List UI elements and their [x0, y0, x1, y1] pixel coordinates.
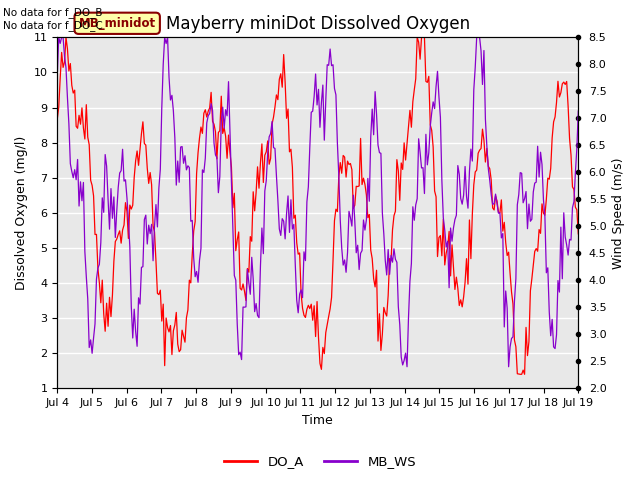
- DO_A: [516, 372, 524, 377]
- DO_A: [575, 231, 582, 237]
- DO_A: [62, 35, 70, 40]
- MB_WS: [236, 349, 244, 355]
- DO_A: [283, 115, 291, 121]
- MB_WS: [119, 146, 127, 152]
- MB_WS: [548, 316, 556, 322]
- MB_WS: [55, 35, 63, 40]
- MB_WS: [53, 72, 61, 78]
- MB_WS: [403, 364, 411, 370]
- Line: DO_A: DO_A: [57, 37, 579, 374]
- MB_WS: [283, 210, 291, 216]
- DO_A: [210, 121, 218, 127]
- DO_A: [53, 116, 61, 122]
- X-axis label: Time: Time: [303, 414, 333, 427]
- MB_WS: [575, 108, 582, 114]
- Title: Mayberry miniDot Dissolved Oxygen: Mayberry miniDot Dissolved Oxygen: [166, 15, 470, 33]
- MB_WS: [210, 140, 218, 146]
- DO_A: [236, 286, 244, 291]
- Y-axis label: Dissolved Oxygen (mg/l): Dissolved Oxygen (mg/l): [15, 136, 28, 290]
- Text: No data for f_DO_C: No data for f_DO_C: [3, 20, 103, 31]
- DO_A: [119, 227, 127, 233]
- Text: MB_minidot: MB_minidot: [79, 17, 156, 30]
- Text: No data for f_DO_B: No data for f_DO_B: [3, 7, 102, 18]
- DO_A: [548, 135, 556, 141]
- Y-axis label: Wind Speed (m/s): Wind Speed (m/s): [612, 157, 625, 269]
- MB_WS: [228, 179, 236, 185]
- Line: MB_WS: MB_WS: [57, 37, 579, 367]
- Legend: DO_A, MB_WS: DO_A, MB_WS: [219, 450, 421, 473]
- DO_A: [228, 164, 236, 170]
